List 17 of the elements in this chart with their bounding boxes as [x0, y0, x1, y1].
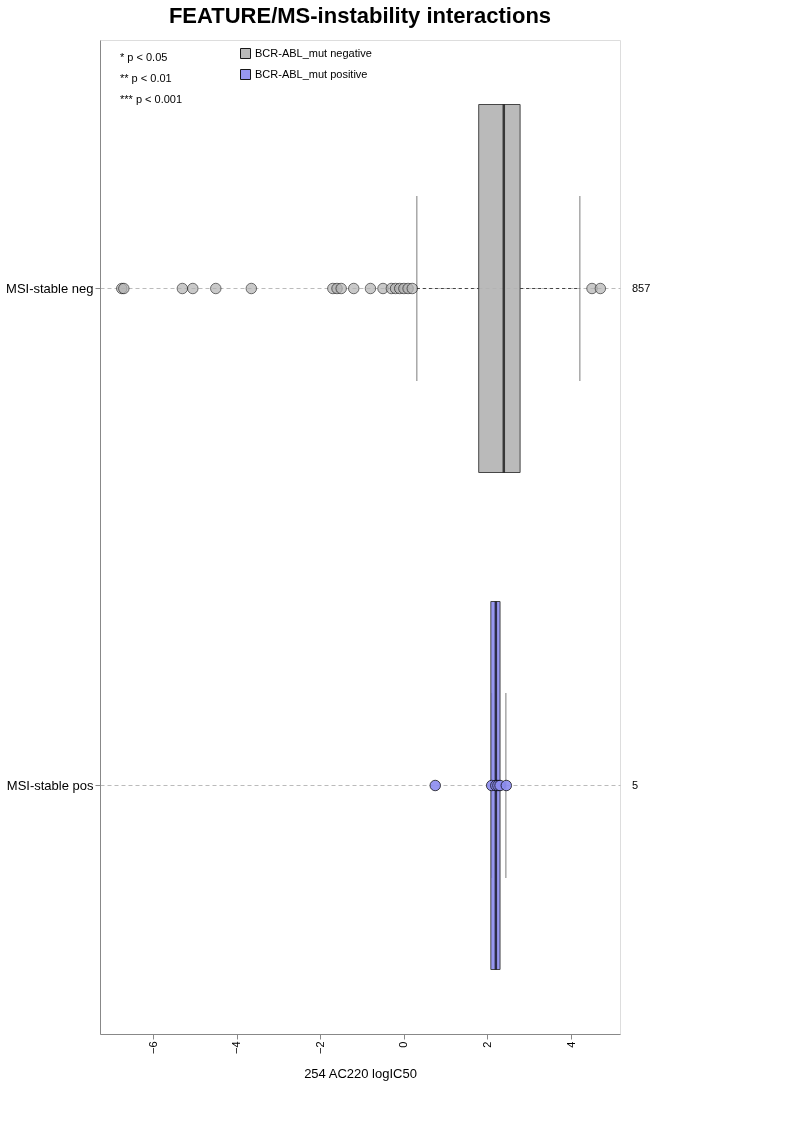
y-tick-label: MSI-stable pos: [6, 777, 94, 793]
y-tick-label: MSI-stable neg: [6, 280, 94, 296]
x-tick-label: −6: [146, 1041, 159, 1055]
annotation: ** p < 0.01: [120, 72, 172, 84]
x-tick-label: −2: [313, 1041, 326, 1055]
annotation: * p < 0.05: [120, 51, 168, 63]
legend-label: BCR-ABL_mut negative: [255, 46, 372, 59]
y2-tick-label: 5: [632, 778, 639, 791]
x-axis-title: 254 AC220 logIC50: [304, 1066, 417, 1082]
x-tick-label: 4: [564, 1041, 577, 1048]
chart-title: FEATURE/MS-instability interactions: [168, 3, 552, 28]
annotation: *** p < 0.001: [120, 93, 183, 105]
x-tick-label: 2: [480, 1041, 493, 1048]
legend-label: BCR-ABL_mut positive: [255, 67, 368, 80]
x-tick-label: 0: [397, 1041, 410, 1048]
y2-tick-label: 857: [632, 281, 651, 294]
x-tick-label: −4: [230, 1041, 243, 1055]
